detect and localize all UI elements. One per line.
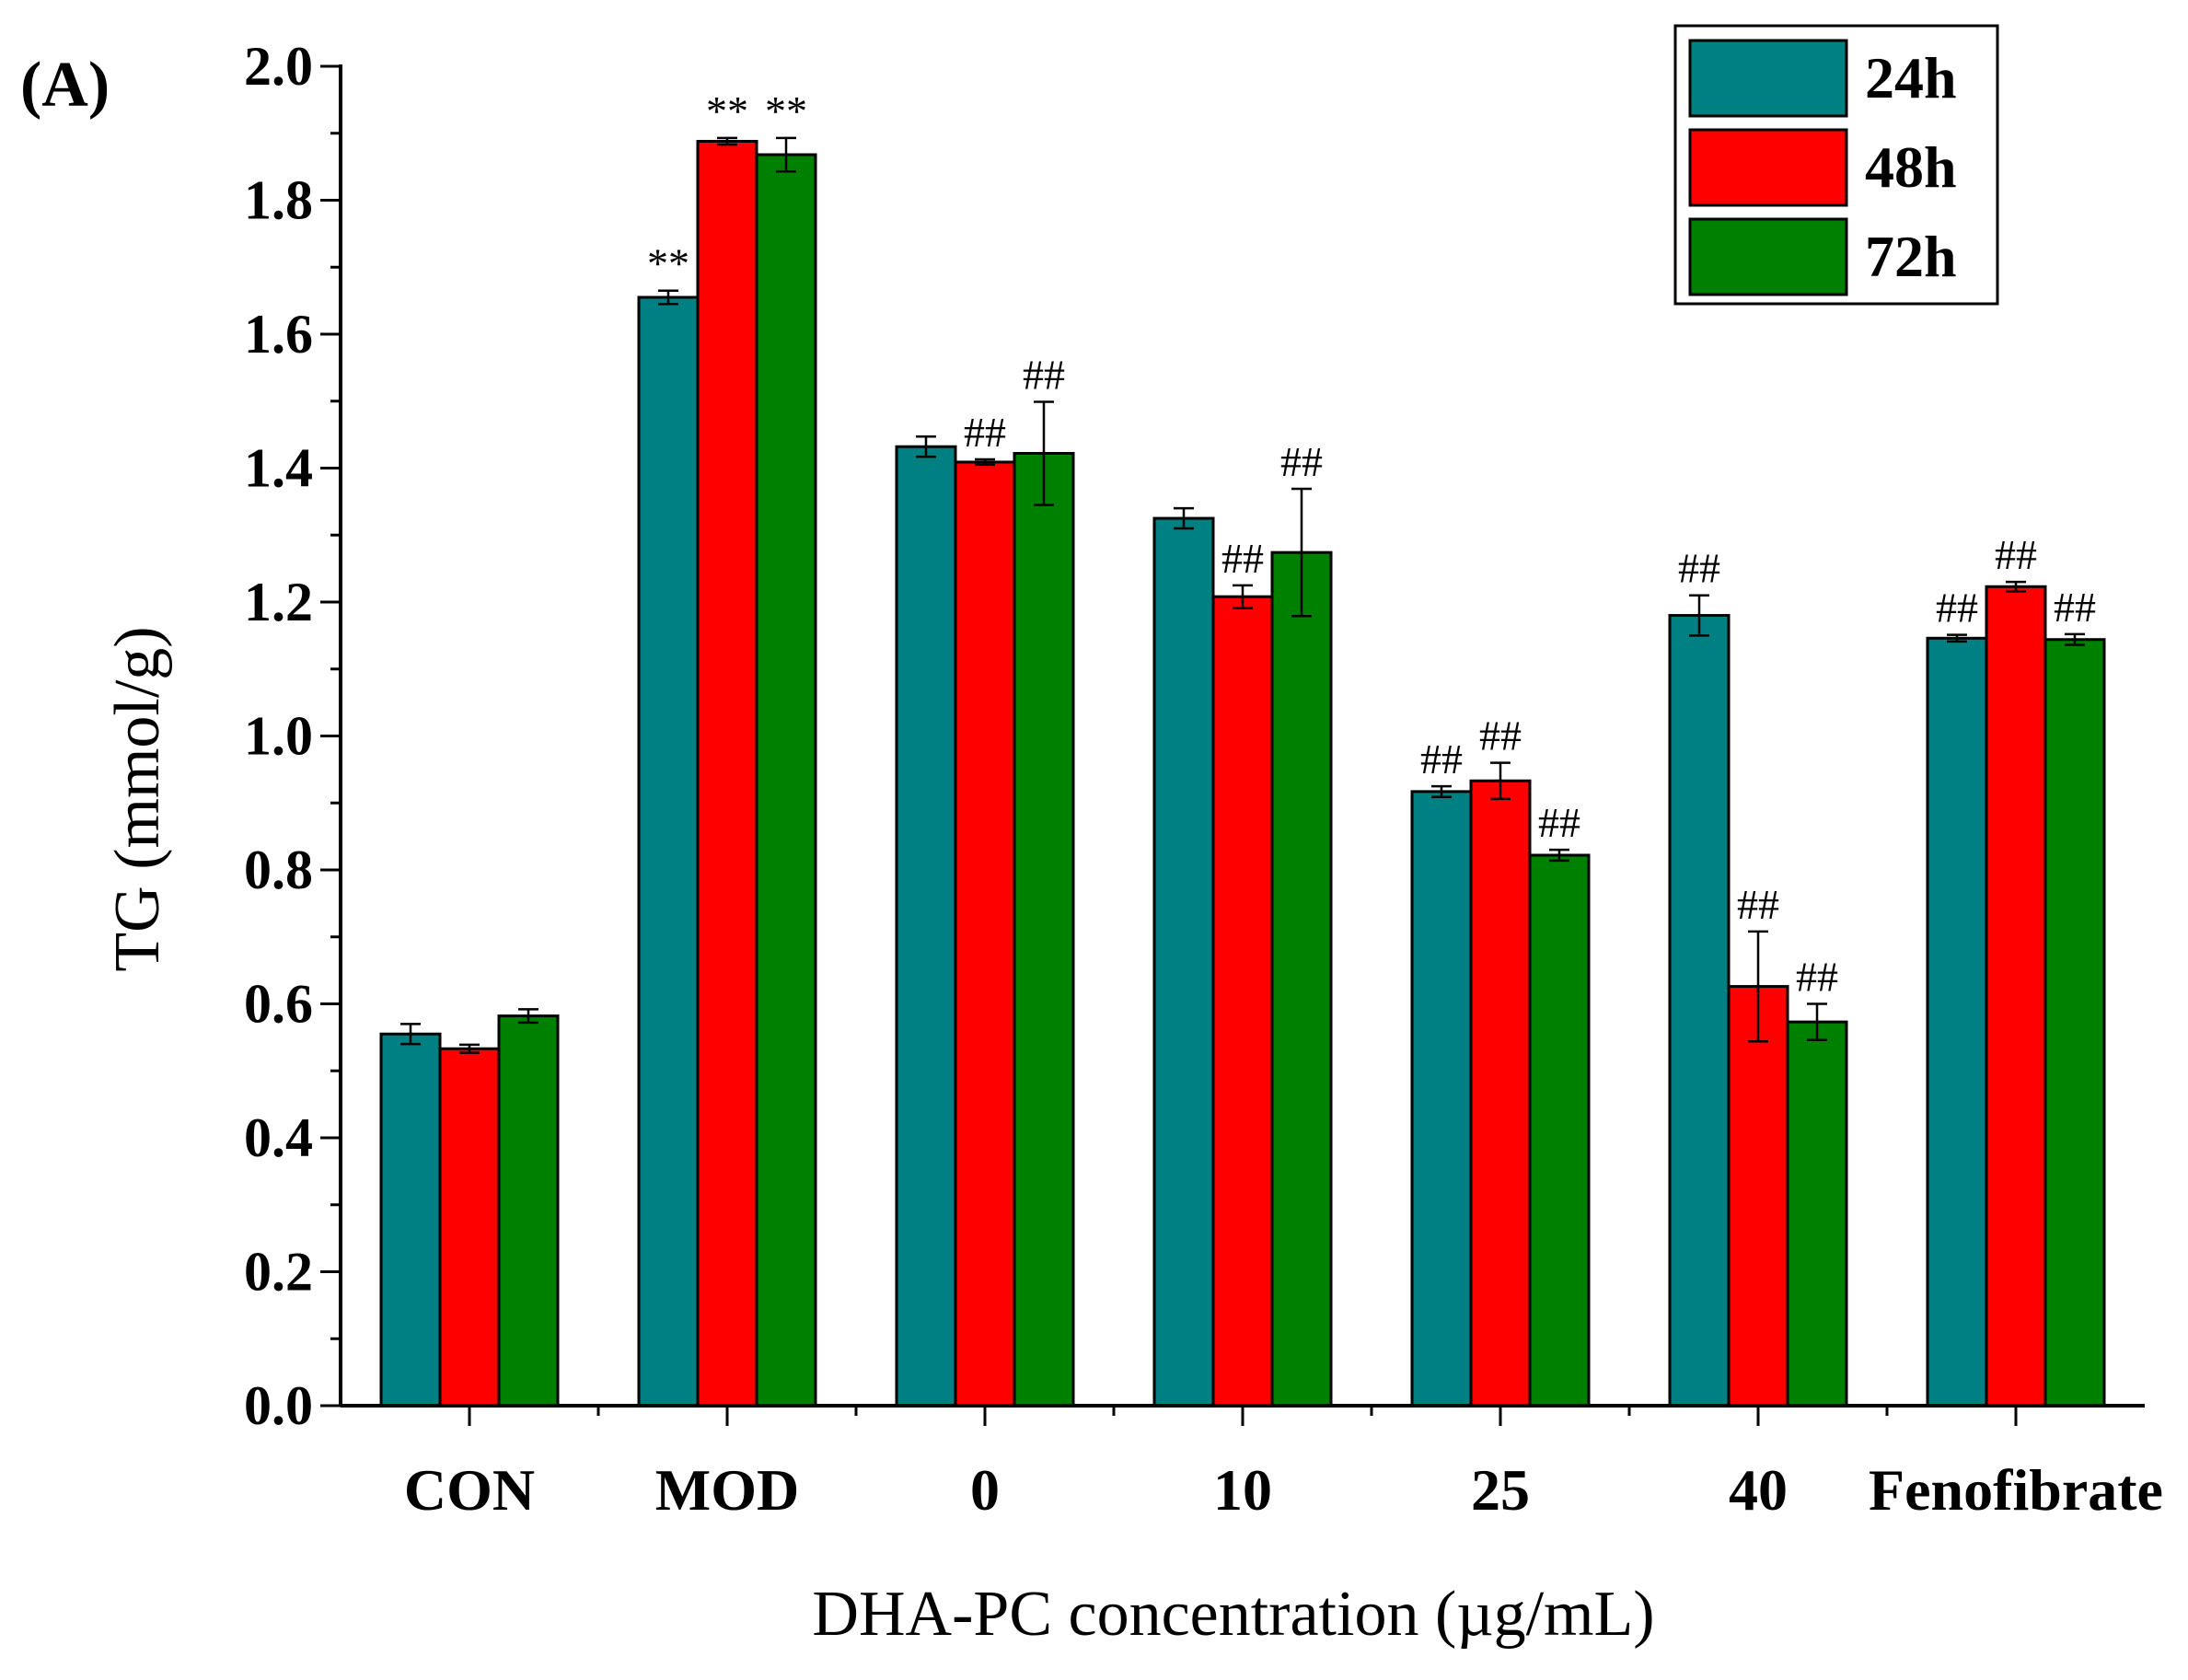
bar-72h-40 — [1786, 1020, 1848, 1408]
bar-48h-Fenofibrate — [1985, 585, 2047, 1408]
x-tick-label-40: 40 — [1729, 1457, 1788, 1523]
significance-mark-24h-40: ## — [1678, 545, 1720, 592]
bar-72h-10 — [1270, 550, 1333, 1408]
significance-mark-48h-25: ## — [1479, 713, 1522, 759]
y-tick-label-0.4: 0.4 — [244, 1107, 313, 1168]
y-tick-label-0.0: 0.0 — [244, 1375, 313, 1436]
legend-swatch-24h — [1688, 39, 1848, 118]
significance-mark-72h-Fenofibrate: ## — [2054, 584, 2096, 631]
significance-mark-24h-MOD: ** — [647, 240, 689, 287]
significance-mark-48h-Fenofibrate: ## — [1995, 531, 2037, 578]
significance-mark-48h-MOD: ** — [706, 87, 748, 134]
significance-mark-24h-Fenofibrate: ## — [1936, 585, 1978, 631]
legend-label-48h: 48h — [1865, 134, 1957, 200]
bar-48h-40 — [1727, 985, 1789, 1408]
x-tick-label-CON: CON — [404, 1457, 535, 1523]
significance-mark-48h-40: ## — [1737, 881, 1779, 928]
bar-72h-Fenofibrate — [2043, 638, 2106, 1408]
legend-label-24h: 24h — [1865, 45, 1957, 110]
bar-24h-25 — [1410, 790, 1473, 1408]
legend-swatch-72h — [1688, 217, 1848, 296]
x-tick-label-25: 25 — [1471, 1457, 1530, 1523]
y-tick-label-2.0: 2.0 — [244, 36, 313, 97]
error-bars-layer — [400, 136, 2085, 1054]
legend: 24h 48h 72h — [1673, 24, 1999, 306]
significance-mark-24h-25: ## — [1420, 736, 1463, 782]
bar-72h-25 — [1528, 853, 1591, 1408]
annotations-layer: ** ** ** ## ## ## ## ## ## ## ## ## ## ## ## ## — [647, 87, 2096, 1001]
bar-48h-25 — [1469, 779, 1532, 1408]
bar-24h-40 — [1668, 614, 1731, 1408]
significance-mark-48h-10: ## — [1221, 535, 1264, 582]
significance-mark-72h-MOD: ** — [765, 87, 807, 134]
x-tick-label-10: 10 — [1213, 1457, 1272, 1523]
bar-72h-CON — [497, 1014, 560, 1408]
legend-swatch-48h — [1688, 128, 1848, 207]
bar-24h-0 — [895, 445, 957, 1408]
y-tick-label-0.6: 0.6 — [244, 974, 313, 1035]
bar-48h-CON — [438, 1047, 501, 1408]
axes-layer: CON MOD 0 10 25 40 Fenofibrate 0.0 0.2 0.4 0.6 0.8 1… — [244, 36, 2163, 1523]
y-axis-title: TG (mmol/g) — [102, 626, 173, 971]
bar-24h-MOD — [637, 295, 700, 1408]
legend-label-72h: 72h — [1865, 224, 1957, 289]
x-tick-label-MOD: MOD — [655, 1457, 799, 1523]
bars-layer — [379, 139, 2106, 1408]
y-tick-label-1.4: 1.4 — [244, 438, 313, 499]
significance-mark-72h-10: ## — [1280, 438, 1323, 485]
bar-24h-CON — [379, 1032, 442, 1408]
bar-24h-10 — [1152, 516, 1215, 1408]
panel-label: (A) — [20, 50, 110, 121]
y-tick-label-1.0: 1.0 — [244, 706, 313, 767]
bar-48h-10 — [1211, 595, 1274, 1408]
significance-mark-72h-40: ## — [1796, 954, 1838, 1001]
y-tick-label-0.2: 0.2 — [244, 1242, 313, 1303]
bar-24h-Fenofibrate — [1926, 636, 1988, 1408]
y-tick-label-1.2: 1.2 — [244, 572, 313, 632]
bar-72h-0 — [1013, 451, 1075, 1408]
x-axis-title: DHA-PC concentration (µg/mL) — [812, 1579, 1654, 1650]
bar-48h-0 — [954, 460, 1016, 1408]
y-tick-label-0.8: 0.8 — [244, 840, 313, 900]
bar-72h-MOD — [755, 153, 817, 1408]
significance-mark-48h-0: ## — [964, 409, 1006, 456]
significance-mark-72h-25: ## — [1538, 799, 1580, 846]
x-tick-label-0: 0 — [970, 1457, 1000, 1523]
y-tick-label-1.6: 1.6 — [244, 304, 313, 365]
bar-48h-MOD — [696, 139, 758, 1408]
y-tick-label-1.8: 1.8 — [244, 170, 313, 231]
x-tick-label-Fenofibrate: Fenofibrate — [1869, 1457, 2163, 1523]
significance-mark-72h-0: ## — [1023, 351, 1065, 398]
